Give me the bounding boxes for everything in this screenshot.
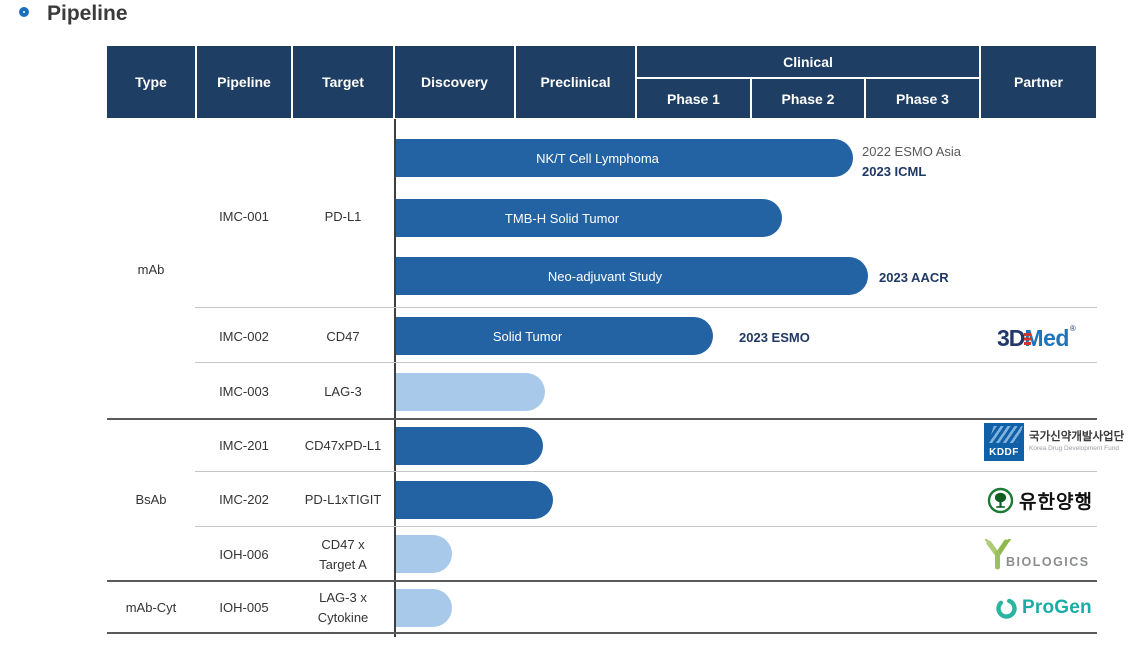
partner-logo-yuhan: 유한양행 (987, 487, 1093, 514)
pipeline-bar-imc003 (396, 373, 545, 411)
target-line-2: Cytokine (317, 610, 369, 625)
col-header-phase3: Phase 3 (866, 79, 979, 118)
3dmed-3d-text: 3D (997, 324, 1025, 351)
pipeline-bar-ioh005 (396, 589, 452, 627)
col-header-pipeline: Pipeline (197, 46, 291, 118)
type-group-mabcyt: mAb-Cyt (125, 600, 177, 615)
col-header-discovery: Discovery (395, 46, 514, 118)
kddf-text-block: 국가신약개발사업단 Korea Drug Development Fund (1029, 431, 1124, 453)
discovery-axis-line (394, 119, 396, 637)
group-divider-bsab-mabcyt (107, 580, 1097, 582)
pipeline-bar-solid-tumor: Solid Tumor (396, 317, 713, 355)
pipeline-bar-ioh006 (396, 535, 452, 573)
target-label: CD47 x Target A (293, 535, 393, 575)
milestone-line: 2022 ESMO Asia (862, 144, 961, 159)
col-header-type: Type (107, 46, 195, 118)
progen-circle-icon (996, 597, 1017, 619)
target-line-2: Target A (319, 557, 367, 572)
kddf-abbr: KDDF (989, 447, 1019, 458)
col-header-phase1: Phase 1 (637, 79, 750, 118)
pipeline-code: IMC-002 (219, 329, 269, 344)
pipeline-code: IMC-003 (219, 384, 269, 399)
milestone-line: 2023 ICML (862, 163, 927, 179)
col-header-target: Target (293, 46, 393, 118)
3dmed-red-accent-icon (1024, 333, 1031, 336)
row-divider (195, 526, 1097, 527)
type-group-bsab: BsAb (135, 492, 167, 507)
pipeline-bar-tmbh-solid-tumor: TMB-H Solid Tumor (396, 199, 782, 237)
row-divider (195, 362, 1097, 363)
pipeline-bar-imc202 (396, 481, 553, 519)
col-header-partner: Partner (981, 46, 1096, 118)
page-title: Pipeline (47, 2, 128, 25)
group-divider-mab-bsab (107, 418, 1097, 420)
ybiologics-name: BIOLOGICS (1006, 555, 1090, 569)
target-label: PD-L1 (324, 209, 362, 224)
milestone-imc001-nkt: 2022 ESMO Asia 2023 ICML (862, 142, 961, 181)
row-divider (195, 471, 1097, 472)
ybiologics-antibody-y-icon (985, 539, 1011, 570)
target-label: LAG-3 x Cytokine (293, 588, 393, 628)
yuhan-tree-icon (987, 487, 1014, 514)
type-group-mab: mAb (137, 262, 165, 277)
kddf-korean-name: 국가신약개발사업단 (1029, 431, 1125, 443)
partner-logo-ybiologics: BIOLOGICS (985, 539, 1101, 570)
pipeline-bar-nkt-lymphoma: NK/T Cell Lymphoma (396, 139, 853, 177)
pipeline-bar-imc201 (396, 427, 543, 465)
target-line-1: CD47 x (321, 537, 365, 552)
partner-logo-3dmed: 3D Med ® (997, 324, 1076, 352)
table-bottom-line (107, 632, 1097, 634)
yuhan-name: 유한양행 (1019, 492, 1093, 513)
milestone-neo-adjuvant: 2023 AACR (879, 270, 949, 285)
kddf-logo-icon: KDDF (984, 423, 1024, 461)
partner-logo-kddf: KDDF 국가신약개발사업단 Korea Drug Development Fu… (984, 423, 1124, 461)
pipeline-code: IOH-006 (219, 547, 269, 562)
bullet-circle-icon (19, 7, 29, 17)
kddf-stripes-icon (988, 426, 1023, 443)
target-line-1: LAG-3 x (319, 590, 367, 605)
pipeline-bar-neo-adjuvant: Neo-adjuvant Study (396, 257, 868, 295)
kddf-english-name: Korea Drug Development Fund (1029, 445, 1119, 452)
partner-logo-progen: ProGen (995, 595, 1092, 621)
target-label: CD47 (326, 329, 360, 344)
pipeline-code: IMC-001 (219, 209, 269, 224)
row-divider (195, 307, 1097, 308)
progen-name: ProGen (1022, 597, 1092, 618)
col-header-preclinical: Preclinical (516, 46, 635, 118)
pipeline-code: IMC-201 (219, 438, 269, 453)
target-label: CD47xPD-L1 (304, 438, 382, 453)
milestone-solid-tumor: 2023 ESMO (739, 330, 810, 345)
col-header-clinical: Clinical (637, 46, 979, 77)
target-label: PD-L1xTIGIT (304, 492, 382, 507)
registered-mark: ® (1069, 324, 1076, 333)
pipeline-code: IMC-202 (219, 492, 269, 507)
col-header-phase2: Phase 2 (752, 79, 864, 118)
pipeline-code: IOH-005 (219, 600, 269, 615)
target-label: LAG-3 (324, 384, 362, 399)
3dmed-med-text: Med (1024, 324, 1069, 351)
